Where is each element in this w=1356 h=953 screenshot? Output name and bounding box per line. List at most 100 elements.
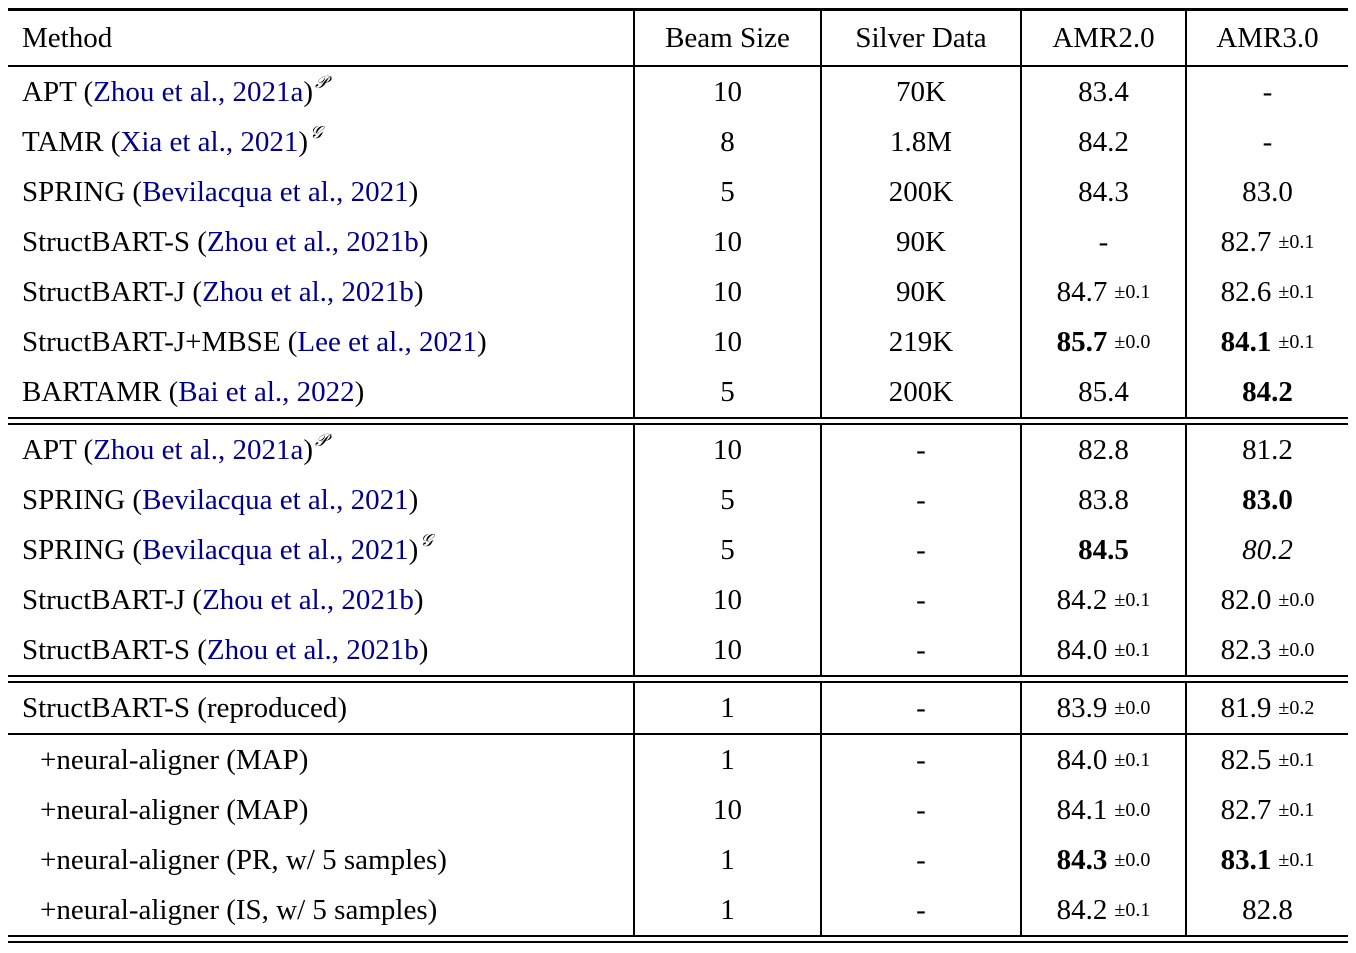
amr2-score-cell: 84.2 ±0.1 xyxy=(1020,575,1185,625)
stddev-value: ±0.0 xyxy=(1114,697,1151,719)
beam-size-cell: 10 xyxy=(633,317,820,367)
method-text: ) xyxy=(413,275,424,308)
method-text: TAMR ( xyxy=(22,125,121,158)
method-cell: StructBART-J+MBSE (Lee et al., 2021) xyxy=(8,317,633,367)
table-row: StructBART-S (Zhou et al., 2021b) 10 90K -8… xyxy=(8,217,1348,267)
table-row: +neural-aligner (IS, w/ 5 samples) 1-84.2… xyxy=(8,885,1348,935)
citation-link[interactable]: Bai et al., 2022 xyxy=(178,375,355,408)
method-cell: +neural-aligner (PR, w/ 5 samples) xyxy=(8,835,633,885)
method-text: +neural-aligner (MAP) xyxy=(40,793,309,826)
section-divider-double xyxy=(8,675,1348,683)
score-value: 83.4 xyxy=(1078,75,1129,108)
citation-link[interactable]: Zhou et al., 2021b xyxy=(202,583,414,616)
method-cell: APT (Zhou et al., 2021a) 𝒫 xyxy=(8,67,633,117)
amr2-score-cell: 84.5 xyxy=(1020,525,1185,575)
beam-size-cell: 10 xyxy=(633,267,820,317)
stddev-value: ±0.1 xyxy=(1114,749,1151,771)
method-cell: SPRING (Bevilacqua et al., 2021) xyxy=(8,475,633,525)
beam-size-cell: 1 xyxy=(633,683,820,733)
method-text: BARTAMR ( xyxy=(22,375,179,408)
method-text: ) xyxy=(408,483,419,516)
score-value: 85.7 xyxy=(1056,325,1108,358)
citation-link[interactable]: Lee et al., 2021 xyxy=(297,325,477,358)
method-text: ) xyxy=(303,433,314,466)
bottom-rule xyxy=(8,935,1348,943)
method-text: +neural-aligner (MAP) xyxy=(40,743,309,776)
amr2-score-cell: 84.7 ±0.1 xyxy=(1020,267,1185,317)
method-cell: StructBART-J (Zhou et al., 2021b) xyxy=(8,575,633,625)
citation-link[interactable]: Zhou et al., 2021a xyxy=(93,75,304,108)
method-text: StructBART-J ( xyxy=(22,583,203,616)
amr2-score-cell: 84.2 ±0.1 xyxy=(1020,885,1185,935)
beam-size-cell: 10 xyxy=(633,67,820,117)
amr3-score-cell: 82.0 ±0.0 xyxy=(1185,575,1348,625)
amr3-score-cell: - xyxy=(1185,67,1348,117)
amr3-score-cell: 81.9 ±0.2 xyxy=(1185,683,1348,733)
amr3-score-cell: - xyxy=(1185,117,1348,167)
amr2-score-cell: 84.0 ±0.1 xyxy=(1020,735,1185,785)
score-value: - xyxy=(1262,125,1273,158)
citation-link[interactable]: Zhou et al., 2021a xyxy=(93,433,304,466)
table-row: +neural-aligner (MAP) 10- 84.1 ±0.0 82.7 ±0.1 xyxy=(8,785,1348,835)
method-text: ) xyxy=(418,225,429,258)
table-row: BARTAMR (Bai et al., 2022) 5 200K 85.4 84.2 xyxy=(8,367,1348,417)
stddev-value: ±0.0 xyxy=(1278,589,1315,611)
header-beam-size: Beam Size xyxy=(633,11,820,65)
stddev-value: ±0.1 xyxy=(1278,231,1315,253)
section-without-silver-data: APT (Zhou et al., 2021a) 𝒫 10-82.8 81.2 SPRI… xyxy=(8,425,1348,675)
silver-data-cell: - xyxy=(820,835,1020,885)
method-text: APT ( xyxy=(22,75,94,108)
score-value: 82.7 xyxy=(1220,793,1272,826)
header-amr3-0: AMR3.0 xyxy=(1185,11,1348,65)
citation-link[interactable]: Bevilacqua et al., 2021 xyxy=(142,533,409,566)
method-text: SPRING ( xyxy=(22,533,143,566)
amr2-score-cell: 83.9 ±0.0 xyxy=(1020,683,1185,733)
citation-link[interactable]: Bevilacqua et al., 2021 xyxy=(142,175,409,208)
citation-link[interactable]: Zhou et al., 2021b xyxy=(206,225,419,258)
amr3-score-cell: 83.0 xyxy=(1185,475,1348,525)
score-value: 84.2 xyxy=(1056,893,1108,926)
method-text: ) xyxy=(408,175,419,208)
beam-size-cell: 5 xyxy=(633,475,820,525)
amr3-score-cell: 83.0 xyxy=(1185,167,1348,217)
method-text: ) xyxy=(354,375,365,408)
silver-data-cell: 90K xyxy=(820,267,1020,317)
score-value: 84.1 xyxy=(1056,793,1108,826)
amr2-score-cell: 84.3 xyxy=(1020,167,1185,217)
section-reproduced-baseline: StructBART-S (reproduced) 1- 83.9 ±0.0 81.9 ±… xyxy=(8,683,1348,733)
beam-size-cell: 5 xyxy=(633,167,820,217)
score-value: 84.2 xyxy=(1056,583,1108,616)
method-cell: +neural-aligner (IS, w/ 5 samples) xyxy=(8,885,633,935)
baseline-divider xyxy=(8,733,1348,735)
citation-link[interactable]: Bevilacqua et al., 2021 xyxy=(142,483,409,516)
silver-data-cell: - xyxy=(820,735,1020,785)
citation-link[interactable]: Zhou et al., 2021b xyxy=(206,633,419,666)
beam-size-cell: 10 xyxy=(633,575,820,625)
superscript-marker: 𝒢 xyxy=(310,121,323,142)
method-cell: StructBART-S (Zhou et al., 2021b) xyxy=(8,625,633,675)
score-value: 82.8 xyxy=(1242,893,1293,926)
method-text: StructBART-J+MBSE ( xyxy=(22,325,298,358)
amr3-score-cell: 82.8 xyxy=(1185,885,1348,935)
citation-link[interactable]: Zhou et al., 2021b xyxy=(202,275,414,308)
method-cell: SPRING (Bevilacqua et al., 2021) 𝒢 xyxy=(8,525,633,575)
silver-data-cell: - xyxy=(820,575,1020,625)
amr3-score-cell: 82.3 ±0.0 xyxy=(1185,625,1348,675)
score-value: 82.0 xyxy=(1220,583,1272,616)
score-value: - xyxy=(1262,75,1273,108)
stddev-value: ±0.1 xyxy=(1114,899,1151,921)
amr3-score-cell: 82.5 ±0.1 xyxy=(1185,735,1348,785)
table-row: SPRING (Bevilacqua et al., 2021) 5 200K 84.… xyxy=(8,167,1348,217)
method-text: ) xyxy=(408,533,419,566)
beam-size-cell: 8 xyxy=(633,117,820,167)
silver-data-cell: 200K xyxy=(820,167,1020,217)
silver-data-cell: 1.8M xyxy=(820,117,1020,167)
amr2-score-cell: 83.4 xyxy=(1020,67,1185,117)
method-text: ) xyxy=(298,125,309,158)
score-value: - xyxy=(1098,225,1109,258)
citation-link[interactable]: Xia et al., 2021 xyxy=(120,125,299,158)
stddev-value: ±0.1 xyxy=(1278,749,1315,771)
amr2-score-cell: 85.4 xyxy=(1020,367,1185,417)
amr3-score-cell: 81.2 xyxy=(1185,425,1348,475)
score-value: 84.7 xyxy=(1056,275,1108,308)
